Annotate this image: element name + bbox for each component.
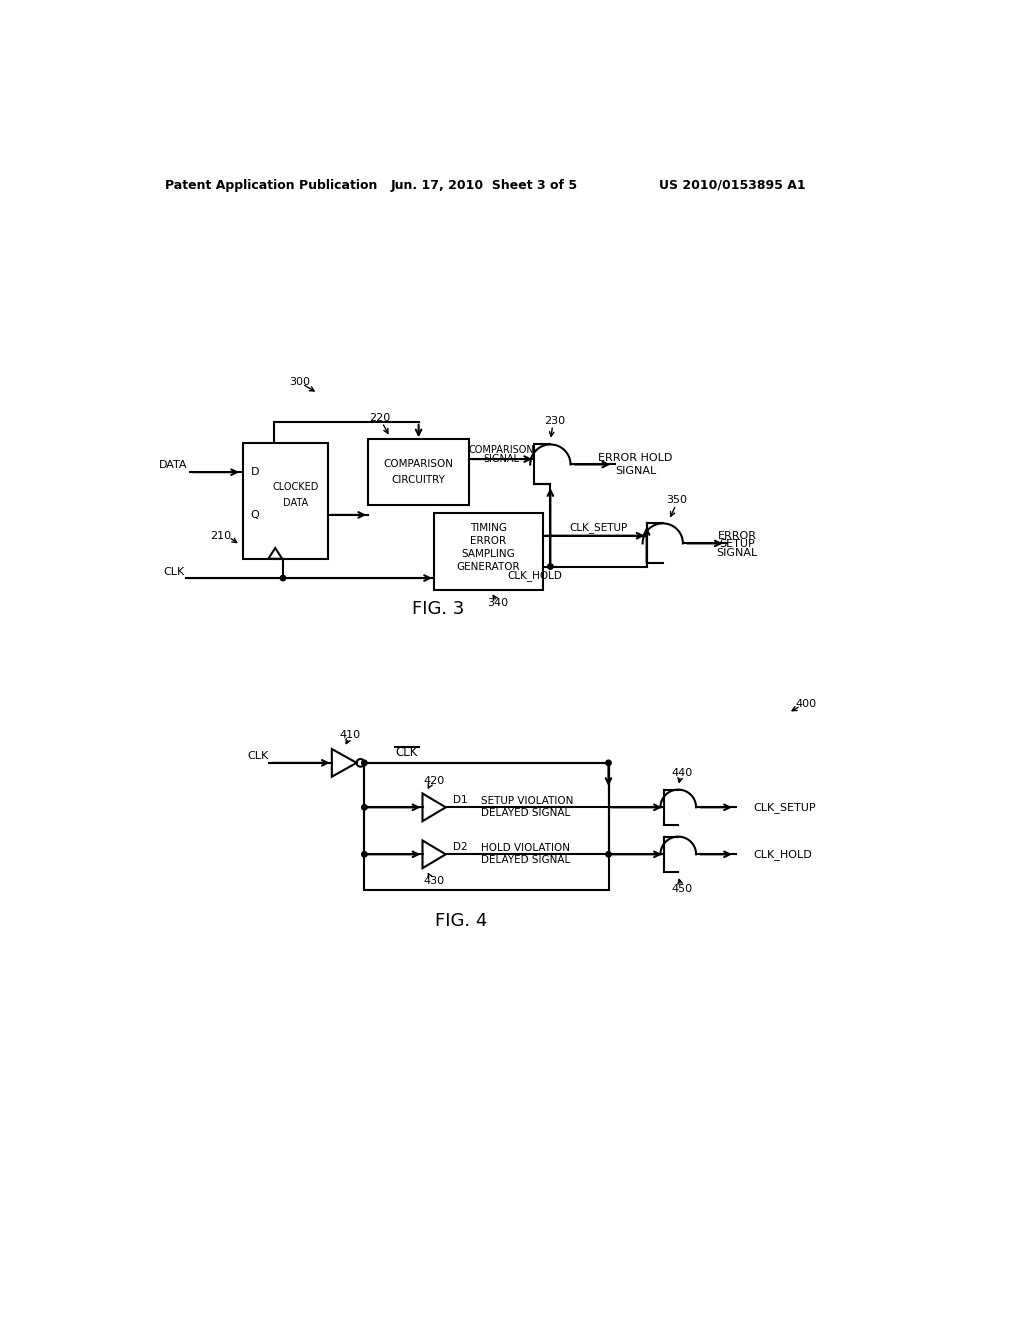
Text: 430: 430: [424, 875, 444, 886]
Text: 420: 420: [424, 776, 444, 787]
Circle shape: [281, 576, 286, 581]
Text: 230: 230: [544, 416, 565, 426]
Text: D: D: [251, 467, 259, 477]
Text: SIGNAL: SIGNAL: [483, 454, 519, 465]
Circle shape: [361, 805, 367, 810]
Text: SETUP VIOLATION: SETUP VIOLATION: [480, 796, 573, 807]
Text: CLK_HOLD: CLK_HOLD: [508, 570, 562, 581]
Text: 210: 210: [211, 531, 231, 541]
Text: FIG. 4: FIG. 4: [435, 912, 487, 929]
Text: US 2010/0153895 A1: US 2010/0153895 A1: [659, 178, 806, 191]
Circle shape: [606, 760, 611, 766]
Text: CLK_SETUP: CLK_SETUP: [569, 523, 628, 533]
Text: SIGNAL: SIGNAL: [717, 548, 758, 557]
Bar: [365, 763, 608, 890]
Text: CLK: CLK: [396, 746, 418, 759]
Circle shape: [606, 851, 611, 857]
Text: ERROR: ERROR: [718, 531, 757, 541]
Text: SETUP: SETUP: [719, 539, 755, 549]
Text: D1: D1: [454, 796, 468, 805]
Text: CLOCKED: CLOCKED: [272, 482, 318, 492]
Text: Q: Q: [251, 510, 259, 520]
Text: GENERATOR: GENERATOR: [457, 562, 520, 573]
Text: ERROR: ERROR: [470, 536, 507, 546]
Text: SIGNAL: SIGNAL: [615, 466, 656, 475]
Text: SAMPLING: SAMPLING: [462, 549, 515, 560]
Text: DELAYED SIGNAL: DELAYED SIGNAL: [480, 855, 570, 865]
Text: COMPARISON: COMPARISON: [469, 445, 535, 455]
Text: CLK: CLK: [248, 751, 269, 760]
Text: DELAYED SIGNAL: DELAYED SIGNAL: [480, 808, 570, 817]
Bar: [434, 512, 543, 590]
Circle shape: [548, 564, 553, 569]
Text: DATA: DATA: [159, 461, 187, 470]
Text: Patent Application Publication: Patent Application Publication: [165, 178, 378, 191]
Circle shape: [361, 851, 367, 857]
Bar: [369, 440, 469, 506]
Text: FIG. 3: FIG. 3: [412, 599, 464, 618]
Text: 450: 450: [672, 884, 692, 894]
Text: D2: D2: [454, 842, 468, 853]
Text: CIRCUITRY: CIRCUITRY: [392, 475, 445, 484]
Text: CLK: CLK: [164, 566, 185, 577]
Text: 440: 440: [672, 768, 693, 777]
Bar: [243, 444, 328, 558]
Circle shape: [361, 760, 367, 766]
Text: 300: 300: [290, 376, 310, 387]
Text: TIMING: TIMING: [470, 523, 507, 533]
Text: ERROR HOLD: ERROR HOLD: [598, 453, 673, 463]
Text: 400: 400: [796, 698, 817, 709]
Text: 340: 340: [487, 598, 508, 609]
Text: CLK_SETUP: CLK_SETUP: [754, 801, 816, 813]
Text: 220: 220: [370, 413, 390, 422]
Text: CLK_HOLD: CLK_HOLD: [754, 849, 812, 859]
Text: 350: 350: [667, 495, 687, 506]
Text: Jun. 17, 2010  Sheet 3 of 5: Jun. 17, 2010 Sheet 3 of 5: [391, 178, 579, 191]
Text: 410: 410: [340, 730, 361, 741]
Text: HOLD VIOLATION: HOLD VIOLATION: [480, 843, 569, 853]
Text: DATA: DATA: [283, 499, 308, 508]
Text: COMPARISON: COMPARISON: [384, 459, 454, 470]
